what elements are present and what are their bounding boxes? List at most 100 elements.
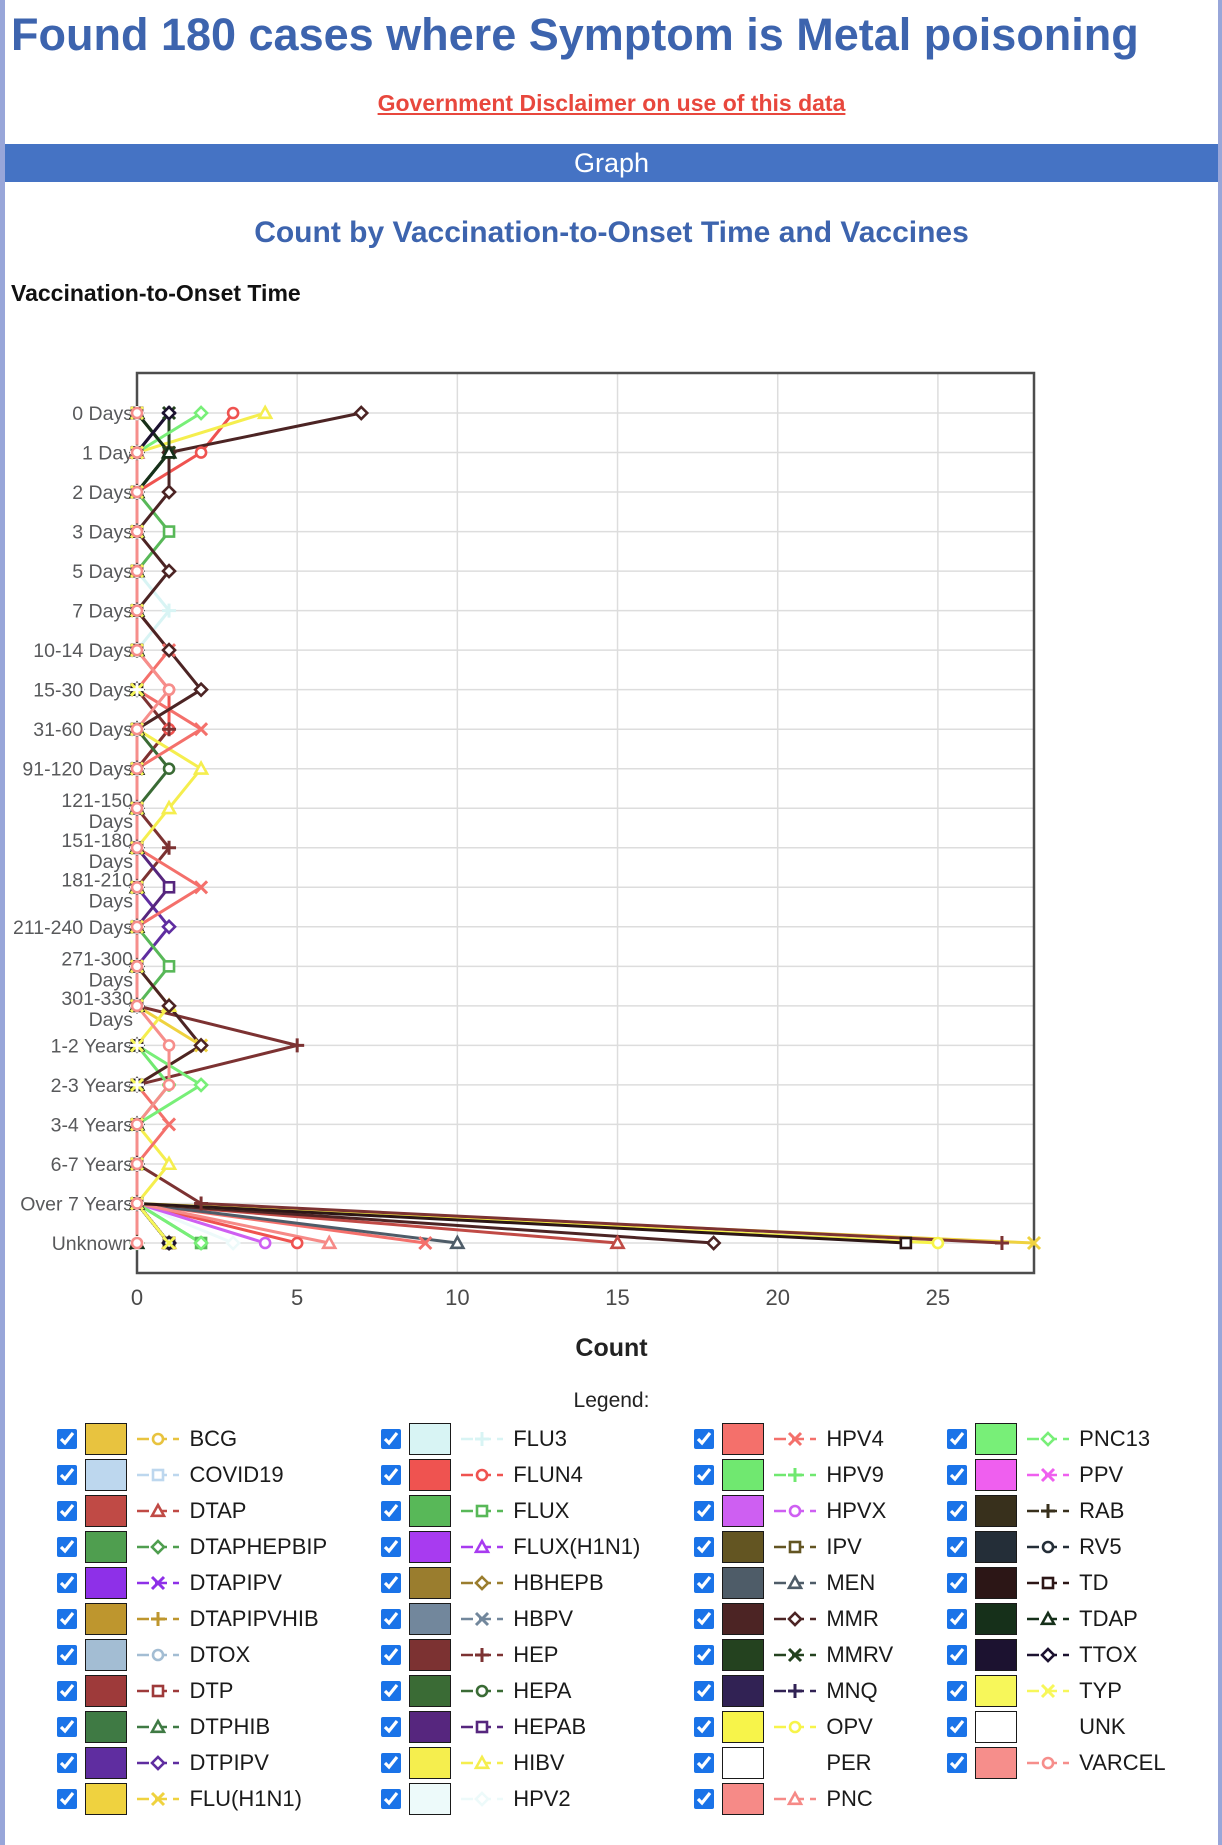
legend-item-hep: HEP bbox=[381, 1637, 640, 1673]
legend-checkbox-dtapipvhib[interactable] bbox=[57, 1608, 78, 1629]
legend-swatch bbox=[85, 1422, 128, 1455]
legend-swatch bbox=[85, 1458, 128, 1491]
legend-checkbox-tdap[interactable] bbox=[947, 1608, 968, 1629]
legend-checkbox-typ[interactable] bbox=[947, 1680, 968, 1701]
legend-checkbox-hpv9[interactable] bbox=[694, 1464, 715, 1485]
legend-item-opv: OPV bbox=[694, 1709, 893, 1745]
legend-item-hpv4: HPV4 bbox=[694, 1421, 893, 1457]
svg-text:15: 15 bbox=[605, 1285, 629, 1310]
legend-swatch bbox=[975, 1494, 1018, 1527]
legend-label: MNQ bbox=[826, 1677, 878, 1703]
legend-checkbox-hep[interactable] bbox=[381, 1644, 402, 1665]
legend-item-typ: TYP bbox=[947, 1673, 1165, 1709]
legend-checkbox-hbhepb[interactable] bbox=[381, 1572, 402, 1593]
legend-label: FLUX bbox=[513, 1497, 570, 1523]
legend-checkbox-td[interactable] bbox=[947, 1572, 968, 1593]
legend-label: VARCEL bbox=[1079, 1749, 1166, 1775]
legend-checkbox-flux-h1n1-[interactable] bbox=[381, 1536, 402, 1557]
svg-text:2 Days: 2 Days bbox=[72, 482, 133, 504]
legend-checkbox-hepab[interactable] bbox=[381, 1716, 402, 1737]
legend-checkbox-men[interactable] bbox=[694, 1572, 715, 1593]
legend-marker-icon bbox=[137, 1754, 180, 1771]
legend-marker-icon bbox=[461, 1468, 504, 1481]
legend-checkbox-pnc13[interactable] bbox=[947, 1428, 968, 1449]
legend-item-rab: RAB bbox=[947, 1493, 1165, 1529]
legend-checkbox-opv[interactable] bbox=[694, 1716, 715, 1737]
legend-checkbox-varcel[interactable] bbox=[947, 1752, 968, 1773]
legend-checkbox-mnq[interactable] bbox=[694, 1680, 715, 1701]
legend-marker-icon bbox=[461, 1790, 504, 1807]
legend-label: TYP bbox=[1079, 1677, 1122, 1703]
legend-label: TD bbox=[1079, 1569, 1109, 1595]
legend-checkbox-dtaphepbip[interactable] bbox=[57, 1536, 78, 1557]
legend-label: FLU(H1N1) bbox=[189, 1785, 302, 1811]
legend-label: IPV bbox=[826, 1533, 862, 1559]
legend-checkbox-pnc[interactable] bbox=[694, 1788, 715, 1809]
legend-marker-icon bbox=[774, 1504, 817, 1517]
legend-checkbox-hpv2[interactable] bbox=[381, 1788, 402, 1809]
legend-item-hbpv: HBPV bbox=[381, 1601, 640, 1637]
legend-item-covid19: COVID19 bbox=[57, 1457, 327, 1493]
legend-checkbox-flun4[interactable] bbox=[381, 1464, 402, 1485]
legend-checkbox-hbpv[interactable] bbox=[381, 1608, 402, 1629]
legend-checkbox-dtpipv[interactable] bbox=[57, 1752, 78, 1773]
legend-checkbox-flu-h1n1-[interactable] bbox=[57, 1788, 78, 1809]
legend-item-hepa: HEPA bbox=[381, 1673, 640, 1709]
legend-checkbox-ppv[interactable] bbox=[947, 1464, 968, 1485]
legend-checkbox-hepa[interactable] bbox=[381, 1680, 402, 1701]
legend-swatch bbox=[409, 1602, 452, 1635]
legend-checkbox-rab[interactable] bbox=[947, 1500, 968, 1521]
legend-item-flux: FLUX bbox=[381, 1493, 640, 1529]
legend-checkbox-ttox[interactable] bbox=[947, 1644, 968, 1665]
legend-swatch bbox=[722, 1782, 765, 1815]
legend-swatch bbox=[722, 1674, 765, 1707]
legend-item-td: TD bbox=[947, 1565, 1165, 1601]
legend-marker-icon bbox=[774, 1431, 817, 1446]
legend-label: FLUN4 bbox=[513, 1461, 583, 1487]
disclaimer-link[interactable]: Government Disclaimer on use of this dat… bbox=[377, 89, 846, 116]
legend-label: PER bbox=[826, 1749, 872, 1775]
legend-item-mnq: MNQ bbox=[694, 1673, 893, 1709]
legend-checkbox-ipv[interactable] bbox=[694, 1536, 715, 1557]
legend-item-unk: UNK bbox=[947, 1709, 1165, 1745]
legend-label: DTPIPV bbox=[189, 1749, 269, 1775]
legend-checkbox-per[interactable] bbox=[694, 1752, 715, 1773]
legend-item-hpv2: HPV2 bbox=[381, 1781, 640, 1817]
legend-checkbox-dtapipv[interactable] bbox=[57, 1572, 78, 1593]
svg-text:6-7 Years: 6-7 Years bbox=[51, 1153, 134, 1175]
legend-checkbox-flu3[interactable] bbox=[381, 1428, 402, 1449]
legend-item-dtapipvhib: DTAPIPVHIB bbox=[57, 1601, 327, 1637]
legend-swatch bbox=[409, 1458, 452, 1491]
legend-label: OPV bbox=[826, 1713, 873, 1739]
legend-swatch bbox=[975, 1566, 1018, 1599]
legend-item-bcg: BCG bbox=[57, 1421, 327, 1457]
legend-item-hbhepb: HBHEPB bbox=[381, 1565, 640, 1601]
legend-checkbox-dtox[interactable] bbox=[57, 1644, 78, 1665]
chart-title: Count by Vaccination-to-Onset Time and V… bbox=[254, 215, 969, 249]
legend-checkbox-bcg[interactable] bbox=[57, 1428, 78, 1449]
legend-checkbox-dtphib[interactable] bbox=[57, 1716, 78, 1737]
legend-label: HPV4 bbox=[826, 1425, 884, 1451]
legend-checkbox-hibv[interactable] bbox=[381, 1752, 402, 1773]
legend-label: DTPHIB bbox=[189, 1713, 271, 1739]
legend-label: DTAPIPVHIB bbox=[189, 1605, 319, 1631]
legend-checkbox-rv5[interactable] bbox=[947, 1536, 968, 1557]
legend-checkbox-unk[interactable] bbox=[947, 1716, 968, 1737]
legend-checkbox-flux[interactable] bbox=[381, 1500, 402, 1521]
legend-checkbox-dtap[interactable] bbox=[57, 1500, 78, 1521]
legend-swatch bbox=[409, 1746, 452, 1779]
legend-checkbox-mmrv[interactable] bbox=[694, 1644, 715, 1665]
legend-checkbox-dtp[interactable] bbox=[57, 1680, 78, 1701]
legend-marker-icon bbox=[1027, 1683, 1070, 1698]
legend-checkbox-covid19[interactable] bbox=[57, 1464, 78, 1485]
legend-checkbox-hpv4[interactable] bbox=[694, 1428, 715, 1449]
legend-marker-icon bbox=[137, 1611, 180, 1626]
legend-swatch bbox=[409, 1530, 452, 1563]
legend-marker-icon bbox=[1027, 1646, 1070, 1663]
legend-checkbox-mmr[interactable] bbox=[694, 1608, 715, 1629]
legend-label: DTAP bbox=[189, 1497, 247, 1523]
legend-checkbox-hpvx[interactable] bbox=[694, 1500, 715, 1521]
legend-swatch bbox=[409, 1422, 452, 1455]
legend-swatch bbox=[722, 1710, 765, 1743]
